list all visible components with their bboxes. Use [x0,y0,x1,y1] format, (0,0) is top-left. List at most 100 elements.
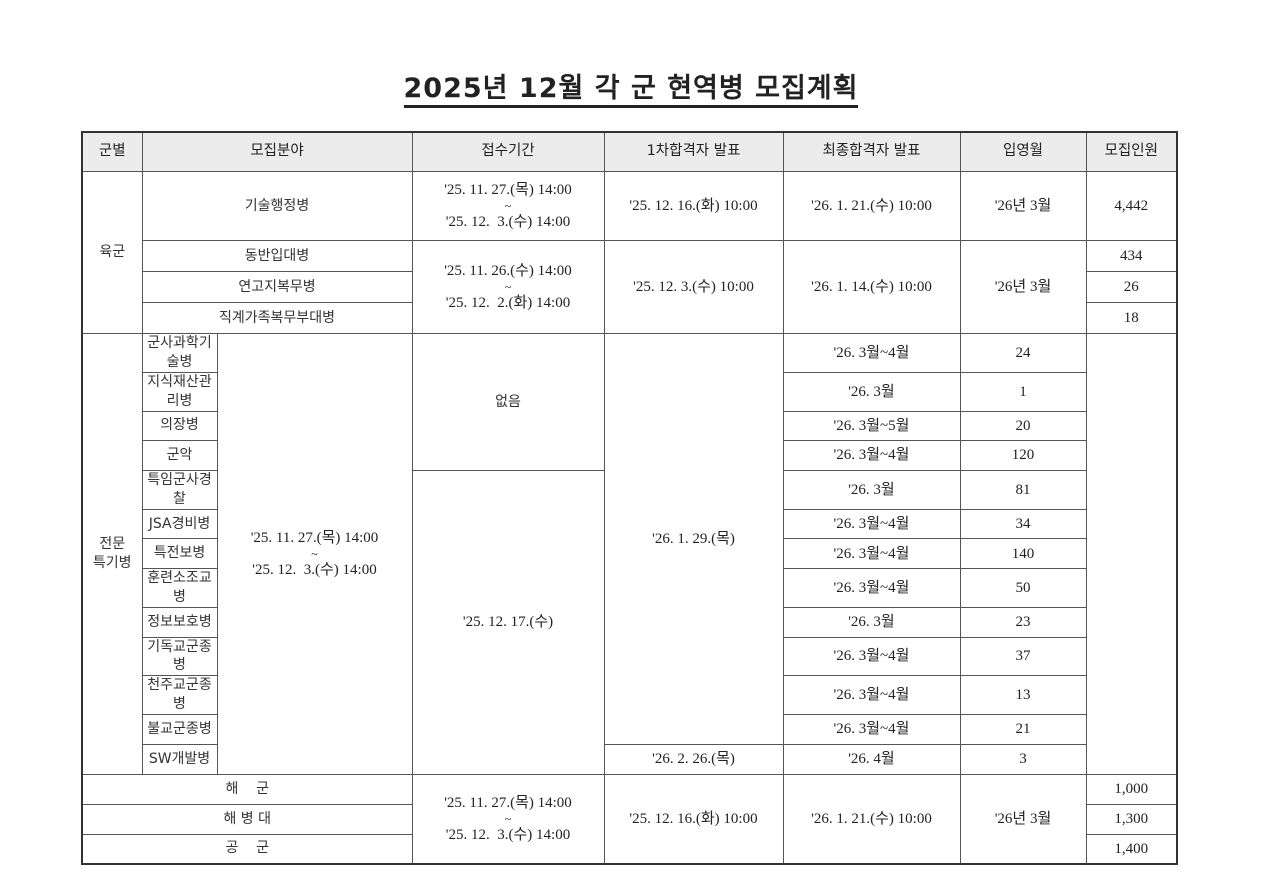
field-cell: 군사과학기술병 [141,333,218,373]
first-announce: '25. 12. 17.(수) [411,469,605,775]
final-announce: '26. 1. 21.(수) 10:00 [782,171,961,241]
branch-navy: 해 군 [81,773,413,805]
header-row: 군별 모집분야 접수기간 1차합격자 발표 최종합격자 발표 입영월 모집인원 [81,131,1178,172]
special-label-line: 전문 [99,535,126,552]
field-cell: JSA경비병 [141,508,218,540]
header-field: 모집분야 [141,131,413,172]
table-row: 공 군 1,400 [81,833,1178,865]
header-enlist-month: 입영월 [959,131,1087,172]
enlist-month: '26. 3월~4월 [782,333,961,373]
title-text: 2025년 12월 각 군 현역병 모집계획 [403,73,859,108]
count: 1,300 [1085,803,1178,835]
field-cell: 지식재산관리병 [141,371,218,412]
count: 4,442 [1085,171,1178,241]
apply-end: '25. 12. 3.(수) 14:00 [252,561,377,578]
table-row: 특임군사경찰 '25. 12. 17.(수) '26. 3월 81 [82,469,1177,775]
enlist-month: '26. 3월~4월 [782,675,961,716]
table-row: 해 군 '25. 11. 27.(목) 14:00 ~ '25. 12. 3.(수)… [81,773,1178,865]
header-final-announce: 최종합격자 발표 [782,131,961,172]
count: 1,000 [1085,773,1178,805]
enlist-month: '26. 3월~4월 [782,714,961,745]
final-announce: '26. 1. 14.(수) 10:00 [782,240,961,334]
enlist-month: '26. 3월~4월 [782,636,961,677]
apply-period: '25. 11. 27.(목) 14:00 ~ '25. 12. 3.(수) 14:… [216,333,413,775]
count: 1 [959,371,1087,412]
count: 26 [1085,271,1178,303]
field-cell: 특전보병 [141,538,218,570]
branch-marines: 해 병 대 [81,803,413,835]
count: 13 [959,675,1087,716]
first-announce: '25. 12. 16.(화) 10:00 [603,773,784,865]
apply-end: '25. 12. 3.(수) 14:00 [445,826,571,843]
apply-period: '25. 11. 27.(목) 14:00 ~ '25. 12. 3.(수) 14:… [411,171,605,241]
header-first-announce: 1차합격자 발표 [603,131,784,172]
table-row: 직계가족복무부대병 18 [82,302,1178,334]
header-branch: 군별 [81,131,143,172]
table-row: 동반입대병 '25. 11. 26.(수) 14:00 ~ '25. 12. 2.(… [82,240,1178,334]
page-title: 2025년 12월 각 군 현역병 모집계획 [0,66,1262,108]
field-cell: 정보보호병 [141,606,218,638]
count: 20 [959,410,1087,442]
final-announce: '26. 1. 21.(수) 10:00 [782,773,961,865]
tilde: ~ [504,811,512,826]
apply-start: '25. 11. 27.(목) 14:00 [444,181,572,198]
recruitment-table: 군별 모집분야 접수기간 1차합격자 발표 최종합격자 발표 입영월 모집인원 … [81,131,1178,865]
field-cell: 동반입대병 [141,240,413,272]
apply-period: '25. 11. 27.(목) 14:00 ~ '25. 12. 3.(수) 14:… [411,773,605,865]
table-row: 전문 특기병 군사과학기술병 '25. 11. 27.(목) 14:00 ~ '25. 1… [81,333,1177,775]
apply-start: '25. 11. 26.(수) 14:00 [444,262,572,279]
enlist-month: '26년 3월 [959,240,1087,334]
count: 18 [1085,302,1178,334]
enlist-month: '26. 3월 [782,371,961,412]
apply-period: '25. 11. 26.(수) 14:00 ~ '25. 12. 2.(화) 14:… [411,240,605,334]
branch-airforce: 공 군 [81,833,413,865]
enlist-month: '26. 3월~4월 [782,508,961,540]
enlist-month: '26. 3월~4월 [782,538,961,570]
branch-army: 육군 [81,171,143,334]
table-row: 육군 기술행정병 '25. 11. 27.(목) 14:00 ~ '25. 12. … [81,171,1178,334]
apply-start: '25. 11. 27.(목) 14:00 [444,794,572,811]
first-announce: 없음 [411,333,605,471]
enlist-month: '26. 3월 [782,606,961,638]
field-cell: 의장병 [141,410,218,442]
table-row: 특전보병 '26. 3월~4월 140 [82,538,1177,570]
header-count: 모집인원 [1085,131,1178,172]
table-row: 지식재산관리병 '26. 3월 1 [82,371,1177,412]
final-announce: '26. 1. 29.(목) [603,333,784,745]
field-cell: 특임군사경찰 [141,469,218,510]
field-cell: 기술행정병 [141,171,413,241]
table-row: 해 병 대 1,300 [81,803,1178,835]
count: 140 [959,538,1087,570]
apply-start: '25. 11. 27.(목) 14:00 [250,529,379,546]
field-cell: SW개발병 [141,743,218,775]
tilde: ~ [311,546,318,561]
enlist-month: '26. 3월~4월 [782,440,961,471]
count: 120 [959,440,1087,471]
table-row: 훈련소조교병 '26. 3월~4월 50 [82,568,1177,608]
count: 1,400 [1085,833,1178,865]
count: 23 [959,606,1087,638]
field-cell: 직계가족복무부대병 [141,302,413,334]
count: 50 [959,568,1087,608]
field-cell: 군악 [141,440,218,471]
count: 21 [959,714,1087,745]
enlist-month: '26. 4월 [782,743,961,775]
apply-end: '25. 12. 2.(화) 14:00 [445,295,571,311]
count: 24 [959,333,1087,373]
field-cell: 기독교군종병 [141,636,218,677]
table-row: 연고지복무병 26 [82,271,1178,303]
table-row: 정보보호병 '26. 3월 23 [82,606,1177,638]
special-label-line: 특기병 [92,554,132,571]
field-cell: 훈련소조교병 [141,568,218,608]
field-cell: 천주교군종병 [141,675,218,716]
final-announce: '26. 2. 26.(목) [603,743,784,775]
field-cell: 연고지복무병 [141,271,413,303]
tilde: ~ [504,199,512,213]
enlist-month: '26. 3월~5월 [782,410,961,442]
table-row: 기독교군종병 '26. 3월~4월 37 [82,636,1177,677]
apply-end: '25. 12. 3.(수) 14:00 [445,214,571,230]
field-cell: 불교군종병 [141,714,218,745]
count: 3 [959,743,1087,775]
table-row: 의장병 '26. 3월~5월 20 [82,410,1177,442]
